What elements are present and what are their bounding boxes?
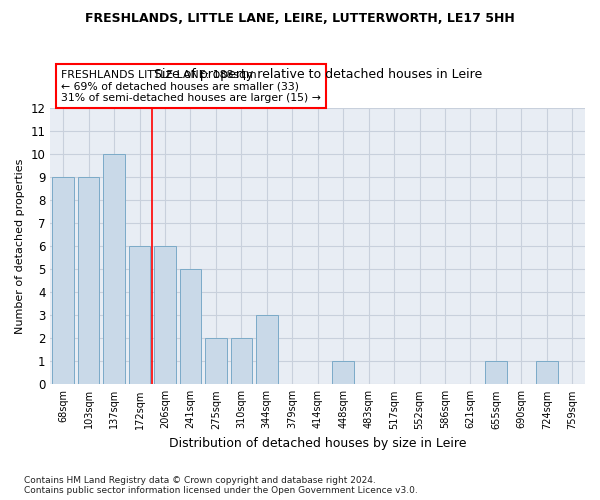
- Bar: [485, 362, 507, 384]
- Bar: [332, 362, 354, 384]
- Bar: [78, 178, 100, 384]
- X-axis label: Distribution of detached houses by size in Leire: Distribution of detached houses by size …: [169, 437, 466, 450]
- Text: FRESHLANDS LITTLE LANE: 188sqm
← 69% of detached houses are smaller (33)
31% of : FRESHLANDS LITTLE LANE: 188sqm ← 69% of …: [61, 70, 321, 103]
- Bar: [154, 246, 176, 384]
- Bar: [179, 270, 201, 384]
- Bar: [536, 362, 557, 384]
- Bar: [230, 338, 252, 384]
- Title: Size of property relative to detached houses in Leire: Size of property relative to detached ho…: [154, 68, 482, 81]
- Bar: [128, 246, 151, 384]
- Bar: [103, 154, 125, 384]
- Y-axis label: Number of detached properties: Number of detached properties: [15, 158, 25, 334]
- Bar: [205, 338, 227, 384]
- Bar: [256, 316, 278, 384]
- Bar: [52, 178, 74, 384]
- Text: Contains HM Land Registry data © Crown copyright and database right 2024.
Contai: Contains HM Land Registry data © Crown c…: [24, 476, 418, 495]
- Text: FRESHLANDS, LITTLE LANE, LEIRE, LUTTERWORTH, LE17 5HH: FRESHLANDS, LITTLE LANE, LEIRE, LUTTERWO…: [85, 12, 515, 26]
